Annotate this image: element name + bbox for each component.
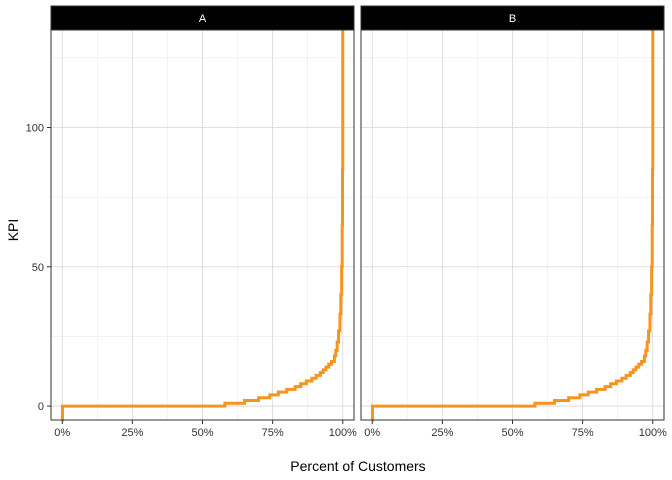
x-tick-label: 75% <box>572 427 594 439</box>
x-tick-label: 50% <box>191 427 213 439</box>
y-axis-title: KPI <box>5 219 21 242</box>
x-tick-label: 50% <box>501 427 523 439</box>
y-tick-label: 100 <box>26 123 44 135</box>
panel-a: A 0% 25% 50% 75% 100% 0 50 100 <box>26 5 357 439</box>
series-line <box>61 30 345 422</box>
facet-strip-label: B <box>509 13 516 25</box>
panel-b: B 0% 25% 50% 75% 100% <box>360 5 667 439</box>
x-tick-label: 100% <box>329 427 357 439</box>
x-axis-title: Percent of Customers <box>290 458 425 474</box>
y-tick-label: 50 <box>32 262 44 274</box>
x-tick-label: 0% <box>364 427 380 439</box>
x-tick-label: 25% <box>431 427 453 439</box>
facet-strip <box>50 5 355 31</box>
facet-strip-label: A <box>199 13 207 25</box>
x-tick-label: 75% <box>262 427 284 439</box>
facet-strip <box>360 5 665 31</box>
x-tick-label: 0% <box>54 427 70 439</box>
y-tick-label: 0 <box>38 401 44 413</box>
series-line <box>371 30 655 422</box>
x-tick-label: 100% <box>639 427 667 439</box>
x-tick-label: 25% <box>121 427 143 439</box>
